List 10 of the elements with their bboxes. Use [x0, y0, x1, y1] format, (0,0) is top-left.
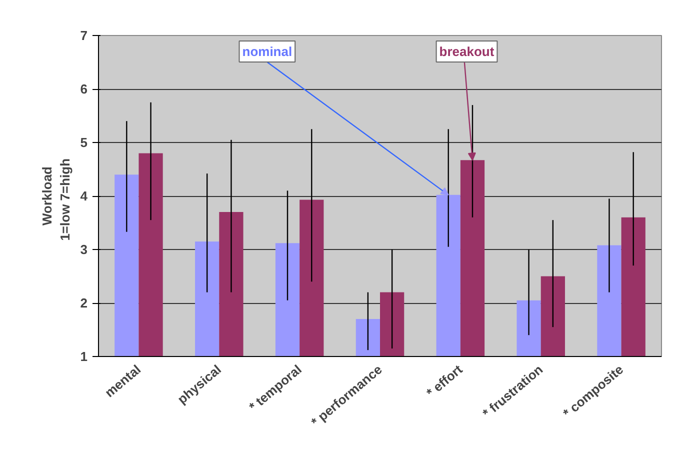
text: breakout — [439, 44, 495, 60]
y-tick-label: 2 — [80, 296, 88, 310]
text: nominal — [242, 44, 292, 60]
y-tick-label: 1 — [80, 349, 88, 364]
y-axis-title: Workload 1=low 7=high — [39, 158, 72, 241]
y-tick-label: 7 — [80, 28, 88, 43]
y-tick-label: 5 — [80, 135, 88, 150]
y-tick-label: 6 — [80, 82, 88, 96]
y-tick-label: 3 — [80, 242, 88, 257]
y-tick-label: 4 — [80, 188, 88, 204]
